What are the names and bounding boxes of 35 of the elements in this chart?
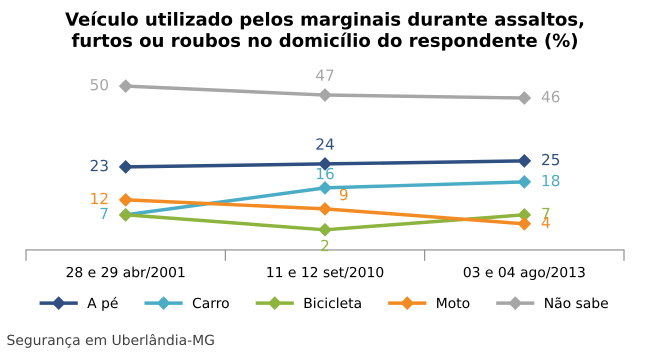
point [518, 217, 531, 230]
point [518, 91, 531, 105]
legend-label: Carro [192, 298, 229, 308]
data-label: 9 [340, 188, 348, 200]
data-label: 16 [316, 168, 334, 180]
legend-label: Não sabe [545, 297, 608, 308]
data-label: 23 [90, 160, 108, 172]
point [518, 154, 531, 168]
legend-label: Bicicleta [304, 297, 361, 308]
x-tick-label: 28 e 29 abr/2001 [66, 266, 184, 278]
point [318, 202, 332, 216]
legend-label: A pé [87, 296, 118, 311]
point [119, 79, 132, 93]
chart-title: Veículo utilizado pelos marginais durante assaltos, furtos ou roubos no domicílio do respondente (%) [65, 11, 584, 51]
point [518, 175, 531, 188]
data-label: 4 [542, 216, 550, 228]
data-label: 47 [316, 70, 334, 81]
point [318, 223, 332, 236]
data-label: 50 [90, 78, 108, 90]
data-label: 18 [542, 174, 560, 186]
data-label: 12 [91, 192, 108, 204]
legend-label: Moto [437, 298, 470, 308]
data-label: 25 [542, 154, 560, 166]
data-label: 24 [316, 138, 334, 150]
point [318, 181, 332, 194]
data-label: 7 [542, 208, 550, 220]
point [318, 88, 332, 102]
data-label: 2 [321, 240, 328, 252]
point [119, 193, 132, 206]
data-label: 46 [542, 90, 560, 102]
x-tick-label: 11 e 12 set/2010 [267, 266, 384, 278]
text: Segurança em Uberlândia-MG [7, 334, 214, 348]
data-label: 7 [100, 208, 108, 220]
x-tick-label: 03 e 04 ago/2013 [464, 266, 585, 280]
point [119, 160, 132, 174]
